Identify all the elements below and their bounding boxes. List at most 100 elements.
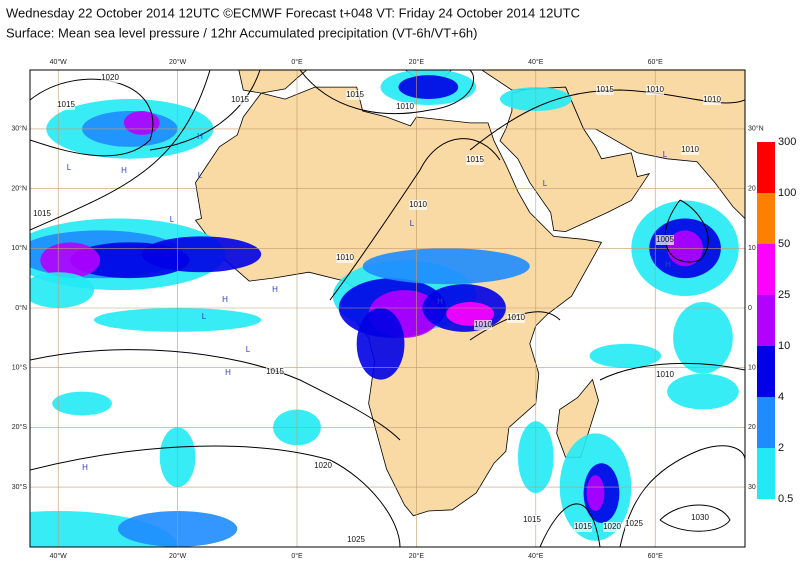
legend-swatch <box>757 142 775 193</box>
precipitation <box>123 110 160 135</box>
precipitation <box>141 236 262 273</box>
precipitation <box>398 75 459 100</box>
lat-label-right: 30 <box>748 484 756 491</box>
lat-label-right: 20 <box>748 185 756 192</box>
isobar <box>329 138 501 301</box>
isobar-label-bg <box>691 513 709 523</box>
precipitation <box>356 308 405 380</box>
isobar <box>599 362 745 381</box>
land <box>556 378 599 458</box>
lat-label-right: 0 <box>748 305 752 312</box>
map: 1020 1015 1015 1015 1010 1015 1010 1010 1015 1010… <box>30 70 745 547</box>
pressure-center: H <box>665 260 671 269</box>
isobar-label-bg <box>33 209 51 219</box>
isobar-label-bg <box>231 95 249 105</box>
legend-swatch <box>757 346 775 397</box>
pressure-center: L <box>198 171 203 180</box>
pressure-center: H <box>222 295 228 304</box>
lon-label: 20°W <box>169 58 187 66</box>
pressure-center: H <box>272 285 278 294</box>
isobar-label: 1030 <box>691 513 709 522</box>
pressure-center: H <box>121 166 127 175</box>
pressure-center: L <box>543 179 548 188</box>
pressure-center: L <box>170 215 175 224</box>
isobar-label: 1005 <box>656 235 674 244</box>
precipitation <box>362 248 530 285</box>
lat-label: 30°S <box>12 483 28 491</box>
lon-label: 20°W <box>169 552 187 560</box>
legend-label: 50 <box>778 238 790 250</box>
lon-label: 40°E <box>528 552 544 560</box>
isobar-label-bg <box>523 515 541 525</box>
lon-label: 0°E <box>291 552 303 560</box>
isobar-label: 1010 <box>703 95 721 104</box>
isobar-label: 1010 <box>396 102 414 111</box>
pressure-center: L <box>410 219 415 228</box>
lat-label: 10°S <box>12 364 28 372</box>
isobar-label: 1010 <box>681 145 699 154</box>
lat-label-right: 10 <box>748 245 756 252</box>
pressure-center: H <box>82 463 88 472</box>
pressure-center: H <box>225 368 231 377</box>
isobar-label: 1010 <box>507 313 525 322</box>
isobar-label: 1025 <box>347 535 365 544</box>
legend-label: 0.5 <box>778 493 793 505</box>
pressure-center: H <box>437 297 443 306</box>
isobar-label: 1015 <box>57 100 75 109</box>
precipitation <box>586 475 605 511</box>
isobar-label-bg <box>409 200 427 210</box>
isobar-label-bg <box>507 313 525 323</box>
lon-label: 40°W <box>50 552 68 560</box>
isobar-label-bg <box>314 461 332 471</box>
isobar <box>30 78 154 157</box>
isobar <box>659 504 731 532</box>
title: Wednesday 22 October 2014 12UTC ©ECMWF F… <box>6 5 580 20</box>
isobar-label: 1015 <box>266 367 284 376</box>
lat-label: 20°N <box>11 184 27 192</box>
subtitle: Surface: Mean sea level pressure / 12hr … <box>6 25 478 40</box>
isobar <box>30 445 401 547</box>
isobar <box>664 199 709 263</box>
legend-swatch <box>757 193 775 244</box>
lon-label: 20°E <box>409 58 425 66</box>
isobar-label-bg <box>625 519 643 529</box>
legend-label: 25 <box>778 289 790 301</box>
precipitation <box>667 373 739 410</box>
isobar-label: 1015 <box>231 95 249 104</box>
legend-label: 10 <box>778 340 790 352</box>
isobar-label-bg <box>603 522 621 532</box>
pressure-center: L <box>246 345 251 354</box>
lat-label: 0°N <box>15 304 27 312</box>
isobar <box>30 70 211 231</box>
isobar <box>149 70 261 151</box>
isobar-label-bg <box>101 73 119 83</box>
isobar-label: 1015 <box>596 85 614 94</box>
legend-swatch <box>757 448 775 499</box>
lat-label: 10°N <box>11 244 27 252</box>
isobar-label-bg <box>266 367 284 377</box>
legend-swatch <box>757 397 775 448</box>
isobar-label: 1010 <box>336 253 354 262</box>
pressure-center: L <box>67 163 72 172</box>
pressure-center: L <box>663 150 668 159</box>
isobar-label-bg <box>646 85 664 95</box>
precipitation <box>673 302 733 374</box>
isobar-label: 1010 <box>474 320 492 329</box>
precipitation <box>30 272 95 308</box>
isobar-label-bg <box>396 102 414 112</box>
precipitation <box>40 242 100 279</box>
legend-label: 2 <box>778 442 784 454</box>
lat-label: 30°N <box>11 125 27 133</box>
isobar-label-bg <box>57 100 75 110</box>
lon-label: 40°W <box>50 58 68 66</box>
isobar-label: 1015 <box>523 515 541 524</box>
isobar-label: 1025 <box>625 519 643 528</box>
isobar-label: 1020 <box>603 522 621 531</box>
isobar-label: 1020 <box>314 461 332 470</box>
isobar-label-bg <box>681 145 699 155</box>
isobar-label: 1020 <box>101 73 119 82</box>
isobar <box>539 503 601 547</box>
legend-label: 4 <box>778 391 784 403</box>
pressure-center: L <box>202 312 207 321</box>
isobar-label-bg <box>474 320 492 330</box>
